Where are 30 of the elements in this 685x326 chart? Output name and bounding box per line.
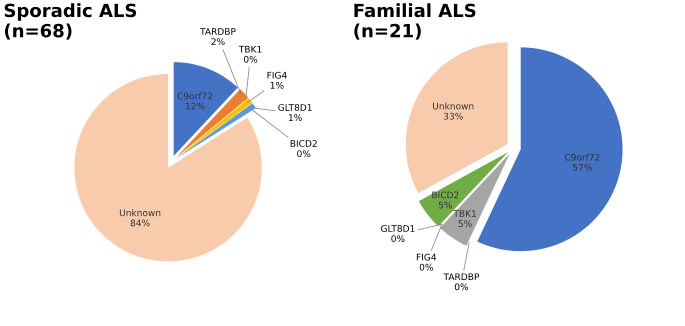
text: 0%: [244, 56, 258, 63]
data-label: 1%: [288, 114, 302, 122]
slice-label: FIG4: [268, 72, 287, 79]
slice-label: C9orf72: [564, 154, 600, 161]
category-label: TBK1: [238, 46, 262, 53]
text: 0%: [454, 283, 468, 290]
data-label: 5%: [438, 202, 452, 208]
text: 0%: [297, 150, 310, 158]
slice-label: GLT8D1: [278, 104, 312, 111]
text: 0%: [420, 264, 433, 271]
data-label: 84%: [130, 220, 150, 226]
legend-label: GLT8D1: [381, 225, 414, 232]
category-label: FIG4: [416, 254, 436, 261]
chart-title: Sporadic ALS (n=68): [4, 3, 136, 40]
slice-label: BICD2: [432, 192, 458, 198]
slice-label: C9orf72: [178, 92, 212, 100]
data-label: 5%: [458, 220, 472, 228]
data-label: 33%: [444, 112, 463, 120]
slice-label: Unknown: [120, 209, 160, 216]
data-label: 12%: [186, 102, 205, 110]
category-label: TARDBP: [443, 273, 480, 280]
slice-label: Unknown: [433, 102, 474, 110]
data-label: 1%: [270, 82, 284, 89]
data-label: 2%: [211, 38, 225, 46]
text: 0%: [391, 235, 405, 242]
category-label: BICD2: [290, 140, 317, 147]
slice-label: TARDBP: [200, 28, 236, 35]
data-label: 57%: [573, 164, 592, 171]
chart-title: Familial ALS (n=21): [354, 3, 476, 40]
slice-label: TBK1: [453, 210, 476, 217]
